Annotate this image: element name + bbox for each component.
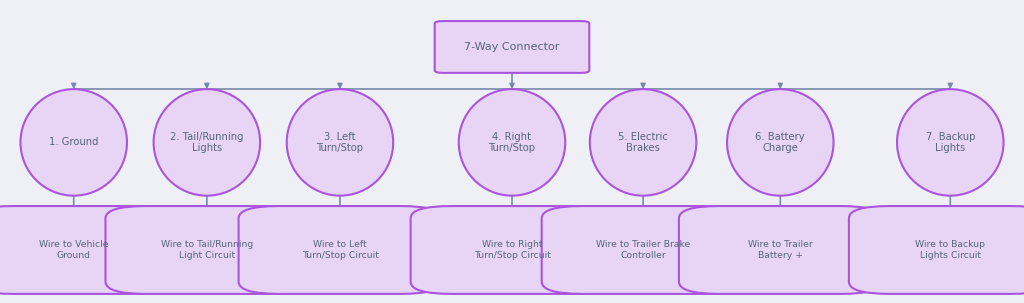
Text: 3. Left
Turn/Stop: 3. Left Turn/Stop xyxy=(316,132,364,153)
FancyBboxPatch shape xyxy=(849,206,1024,294)
Text: 4. Right
Turn/Stop: 4. Right Turn/Stop xyxy=(488,132,536,153)
Text: Wire to Backup
Lights Circuit: Wire to Backup Lights Circuit xyxy=(915,240,985,260)
FancyBboxPatch shape xyxy=(0,206,175,294)
Text: Wire to Left
Turn/Stop Circuit: Wire to Left Turn/Stop Circuit xyxy=(301,240,379,260)
Text: 5. Electric
Brakes: 5. Electric Brakes xyxy=(618,132,668,153)
FancyBboxPatch shape xyxy=(434,21,590,73)
FancyBboxPatch shape xyxy=(542,206,744,294)
Text: Wire to Right
Turn/Stop Circuit: Wire to Right Turn/Stop Circuit xyxy=(473,240,551,260)
Ellipse shape xyxy=(727,89,834,196)
Text: Wire to Tail/Running
Light Circuit: Wire to Tail/Running Light Circuit xyxy=(161,240,253,260)
Ellipse shape xyxy=(897,89,1004,196)
FancyBboxPatch shape xyxy=(105,206,308,294)
Text: Wire to Trailer
Battery +: Wire to Trailer Battery + xyxy=(748,240,813,260)
Text: Wire to Vehicle
Ground: Wire to Vehicle Ground xyxy=(39,240,109,260)
Ellipse shape xyxy=(287,89,393,196)
Text: 6. Battery
Charge: 6. Battery Charge xyxy=(756,132,805,153)
Ellipse shape xyxy=(154,89,260,196)
FancyBboxPatch shape xyxy=(679,206,882,294)
Ellipse shape xyxy=(20,89,127,196)
Ellipse shape xyxy=(459,89,565,196)
FancyBboxPatch shape xyxy=(239,206,441,294)
Text: 1. Ground: 1. Ground xyxy=(49,137,98,148)
Text: 7-Way Connector: 7-Way Connector xyxy=(464,42,560,52)
Text: Wire to Trailer Brake
Controller: Wire to Trailer Brake Controller xyxy=(596,240,690,260)
Text: 2. Tail/Running
Lights: 2. Tail/Running Lights xyxy=(170,132,244,153)
FancyBboxPatch shape xyxy=(411,206,613,294)
Text: 7. Backup
Lights: 7. Backup Lights xyxy=(926,132,975,153)
Ellipse shape xyxy=(590,89,696,196)
